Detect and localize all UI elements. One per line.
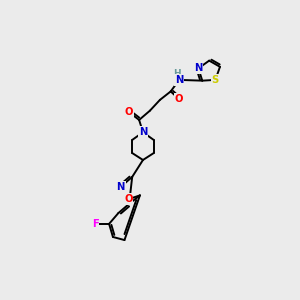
Text: H: H xyxy=(173,69,181,78)
Text: N: N xyxy=(194,63,202,73)
Text: N: N xyxy=(139,127,147,137)
Text: O: O xyxy=(175,94,183,104)
Text: O: O xyxy=(124,194,133,204)
Text: N: N xyxy=(175,75,183,85)
Text: S: S xyxy=(212,75,219,85)
Text: N: N xyxy=(116,182,125,192)
Text: F: F xyxy=(92,219,99,229)
Text: O: O xyxy=(125,107,134,117)
